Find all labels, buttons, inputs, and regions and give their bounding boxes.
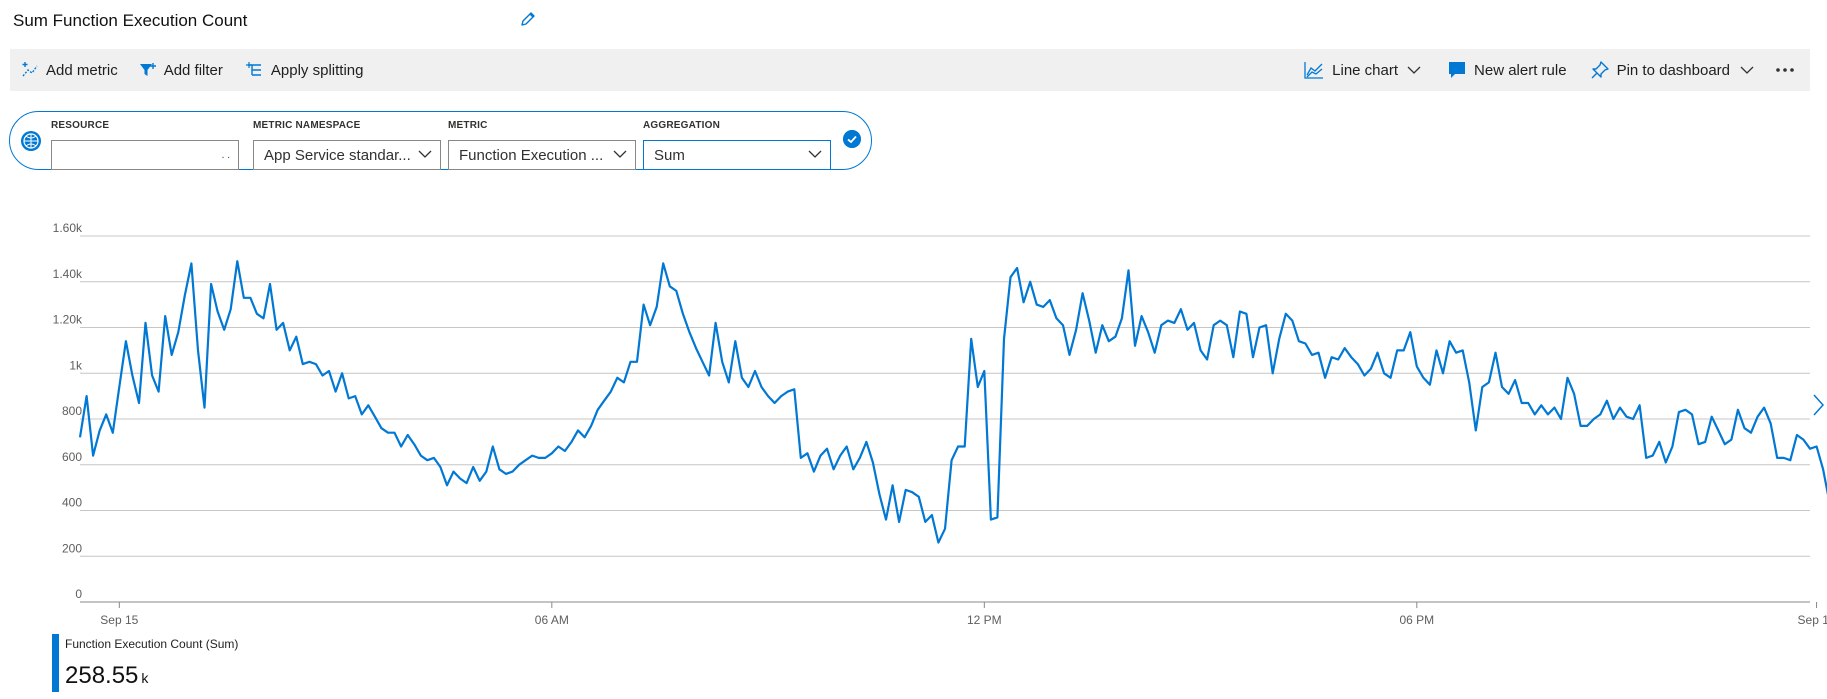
splitting-icon: [245, 62, 261, 76]
pin-icon: [1591, 61, 1609, 79]
more-options-button[interactable]: [1776, 49, 1794, 91]
line-chart[interactable]: 0 200 400 600 800 1k 1.20k 1.40k 1.60k Sep 15 06 …: [0, 210, 1827, 630]
metric-namespace-value: App Service standar...: [264, 146, 411, 164]
legend-series-name: Function Execution Count (Sum): [65, 637, 239, 651]
x-tick-label: 12 PM: [967, 613, 1002, 627]
add-metric-icon: [22, 62, 38, 77]
line-chart-icon: [1304, 62, 1324, 79]
add-metric-label: Add metric: [46, 61, 118, 79]
add-filter-label: Add filter: [163, 61, 223, 79]
confirm-check-icon[interactable]: [843, 130, 861, 148]
metric-namespace-label: METRIC NAMESPACE: [253, 120, 361, 131]
aggregation-dropdown[interactable]: Sum: [643, 140, 831, 170]
series-line: [78, 260, 1827, 544]
y-tick-label: 400: [62, 496, 82, 510]
legend-value-unit: k: [141, 670, 149, 686]
chevron-down-icon: [613, 150, 627, 158]
x-tick-label: 06 PM: [1399, 613, 1434, 627]
pin-to-dashboard-label: Pin to dashboard: [1616, 61, 1730, 79]
apply-splitting-label: Apply splitting: [270, 61, 364, 79]
metric-field: METRIC Function Execution ...: [448, 120, 636, 170]
legend-color-bar: [52, 634, 59, 692]
add-metric-button[interactable]: Add metric: [21, 49, 118, 91]
y-tick-label: 1k: [69, 358, 83, 372]
legend-total-value: 258.55 k: [65, 662, 148, 690]
y-tick-label: 0: [75, 587, 82, 601]
chart-toolbar: Add metric Add filter Apply splitting Li…: [10, 49, 1810, 91]
x-tick-label: 06 AM: [535, 613, 569, 627]
chart-title-bar: Sum Function Execution Count: [13, 8, 247, 34]
ellipsis-icon: [1776, 68, 1794, 72]
chevron-down-icon: [418, 150, 432, 158]
edit-pencil-icon[interactable]: [518, 9, 538, 29]
filter-icon: [139, 63, 156, 76]
chevron-down-icon: [808, 150, 822, 158]
chart-title[interactable]: Sum Function Execution Count: [13, 11, 248, 30]
aggregation-field: AGGREGATION Sum: [643, 120, 831, 170]
apply-splitting-button[interactable]: Apply splitting: [245, 49, 364, 91]
aggregation-label: AGGREGATION: [643, 120, 721, 131]
metric-dropdown[interactable]: Function Execution ...: [448, 140, 636, 170]
y-tick-label: 200: [62, 541, 82, 555]
y-tick-label: 800: [62, 404, 82, 418]
chevron-down-icon: [1740, 66, 1754, 74]
legend-value-number: 258.55: [65, 662, 139, 689]
line-chart-dropdown[interactable]: Line chart: [1303, 49, 1421, 91]
line-chart-label: Line chart: [1332, 61, 1399, 79]
y-tick-label: 1.20k: [53, 313, 83, 327]
metric-value: Function Execution ...: [459, 146, 604, 164]
aggregation-value: Sum: [654, 146, 685, 164]
x-axis-ticks: Sep 15 06 AM 12 PM 06 PM Sep 15: [100, 602, 1827, 627]
app-service-icon: [21, 131, 41, 151]
metric-label: METRIC: [448, 120, 488, 131]
chevron-right-icon[interactable]: [1811, 393, 1825, 417]
metric-namespace-field: METRIC NAMESPACE App Service standar...: [253, 120, 441, 170]
y-tick-label: 1.60k: [53, 221, 83, 235]
x-tick-label: Sep 15: [100, 613, 138, 627]
add-filter-button[interactable]: Add filter: [139, 49, 223, 91]
resource-field: RESOURCE . .: [51, 120, 239, 170]
new-alert-rule-button[interactable]: New alert rule: [1447, 49, 1567, 91]
new-alert-rule-label: New alert rule: [1474, 61, 1567, 79]
pin-to-dashboard-dropdown[interactable]: Pin to dashboard: [1590, 49, 1754, 91]
resource-label: RESOURCE: [51, 120, 110, 131]
metric-namespace-dropdown[interactable]: App Service standar...: [253, 140, 441, 170]
metric-selector: RESOURCE . . METRIC NAMESPACE App Servic…: [9, 111, 872, 170]
resource-value: . .: [221, 149, 230, 161]
chart-gridlines: [80, 235, 1810, 603]
alert-bubble-icon: [1449, 62, 1466, 78]
x-tick-label: Sep 15: [1798, 613, 1827, 627]
y-tick-label: 1.40k: [53, 267, 83, 281]
resource-input[interactable]: . .: [51, 140, 239, 170]
y-tick-label: 600: [62, 450, 82, 464]
chevron-down-icon: [1407, 66, 1421, 74]
y-axis-ticks: 0 200 400 600 800 1k 1.20k 1.40k 1.60k: [53, 221, 83, 601]
